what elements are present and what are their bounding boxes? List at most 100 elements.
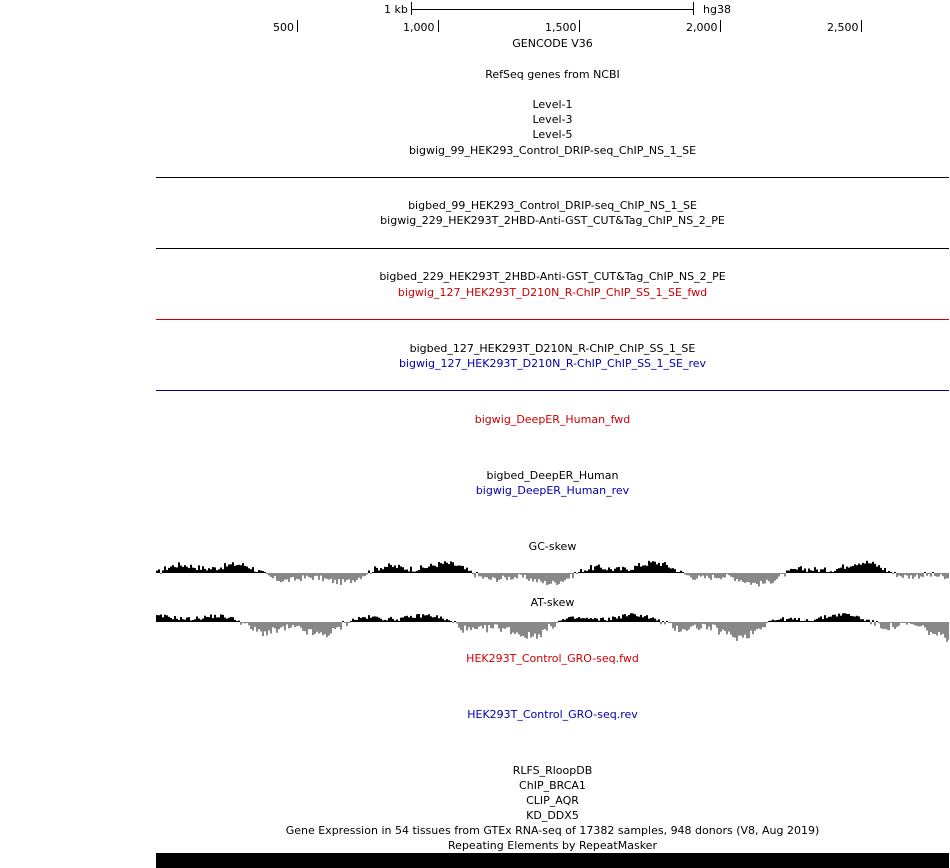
skew-bar <box>666 565 668 573</box>
skew-bar <box>362 617 364 622</box>
skew-bar <box>324 622 326 635</box>
track-label-bigbed127[interactable]: bigbed_127_HEK293T_D210N_R-ChIP_ChIP_SS_… <box>409 342 696 355</box>
skew-bar <box>544 622 546 630</box>
track-label-ddx5[interactable]: KD_DDX5 <box>526 809 579 822</box>
track-label-bigwig99[interactable]: bigwig_99_HEK293_Control_DRIP-seq_ChIP_N… <box>408 144 697 157</box>
track-label-gro-rev[interactable]: HEK293T_Control_GRO-seq.rev <box>467 708 638 721</box>
skew-bar <box>640 614 642 622</box>
skew-bar <box>738 573 740 582</box>
track-label-repeatmasker[interactable]: Repeating Elements by RepeatMasker <box>448 839 657 852</box>
skew-bar <box>750 573 752 585</box>
skew-bar <box>364 617 366 622</box>
skew-bar <box>754 573 756 583</box>
track-label-deeper-fwd[interactable]: bigwig_DeepER_Human_fwd <box>474 413 631 426</box>
skew-bar <box>460 565 462 573</box>
skew-bar <box>314 622 316 634</box>
skew-bar <box>626 616 628 622</box>
skew-bar <box>382 569 384 573</box>
skew-bar <box>814 567 816 573</box>
skew-bar <box>342 621 344 622</box>
skew-bar <box>866 619 868 622</box>
skew-bar <box>628 571 630 573</box>
track-label-bigwig127-fwd[interactable]: bigwig_127_HEK293T_D210N_R-ChIP_ChIP_SS_… <box>397 286 708 299</box>
skew-bar <box>168 616 170 622</box>
track-label-refseq[interactable]: RefSeq genes from NCBI <box>485 68 620 81</box>
skew-bar <box>158 615 160 622</box>
skew-bar <box>634 565 636 573</box>
skew-bar <box>606 570 608 573</box>
skew-bar <box>912 622 914 625</box>
skew-bar <box>894 572 896 573</box>
skew-bar <box>872 561 874 573</box>
track-label-brca1[interactable]: ChIP_BRCA1 <box>519 779 586 792</box>
skew-bar <box>778 573 780 577</box>
skew-bar <box>556 573 558 585</box>
skew-bar <box>196 616 198 622</box>
skew-bar <box>362 573 364 577</box>
track-label-bigwig127-rev[interactable]: bigwig_127_HEK293T_D210N_R-ChIP_ChIP_SS_… <box>398 357 707 370</box>
skew-bar <box>462 565 464 573</box>
skew-bar <box>484 622 486 625</box>
skew-bar <box>690 622 692 627</box>
skew-bar <box>832 572 834 573</box>
skew-bar <box>214 614 216 622</box>
skew-bar <box>662 621 664 622</box>
track-label-at-skew[interactable]: AT-skew <box>530 596 575 609</box>
track-label-bigwig229[interactable]: bigwig_229_HEK293T_2HBD-Anti-GST_CUT&Tag… <box>380 214 725 227</box>
track-label-bigbed229[interactable]: bigbed_229_HEK293T_2HBD-Anti-GST_CUT&Tag… <box>379 270 726 283</box>
skew-bar <box>652 617 654 622</box>
skew-bar <box>896 573 898 578</box>
skew-bar <box>166 615 168 622</box>
ruler-tick-label: 2,500 <box>827 21 859 34</box>
skew-bar <box>574 572 576 573</box>
skew-bar <box>506 622 508 628</box>
skew-bar <box>722 573 724 578</box>
skew-bar <box>540 573 542 582</box>
track-label-gc-skew[interactable]: GC-skew <box>528 540 577 553</box>
skew-bar <box>330 573 332 579</box>
track-label-gencode[interactable]: GENCODE V36 <box>512 37 593 50</box>
skew-bar <box>252 622 254 631</box>
skew-bar <box>204 615 206 622</box>
track-label-gro-fwd[interactable]: HEK293T_Control_GRO-seq.fwd <box>466 652 639 665</box>
skew-bar <box>320 573 322 576</box>
track-label-deeper-bed[interactable]: bigbed_DeepER_Human <box>486 469 619 482</box>
skew-bar <box>250 569 252 573</box>
skew-bar <box>518 622 520 635</box>
skew-bar <box>454 621 456 622</box>
skew-bar <box>396 568 398 573</box>
skew-bar <box>488 622 490 625</box>
track-label-level1[interactable]: Level-1 <box>532 98 573 111</box>
skew-bar <box>916 573 918 575</box>
skew-bar <box>302 622 304 631</box>
skew-bar <box>586 570 588 573</box>
skew-bar <box>880 567 882 573</box>
skew-bar <box>184 565 186 573</box>
skew-bar <box>554 622 556 627</box>
track-label-gtex[interactable]: Gene Expression in 54 tissues from GTEx … <box>285 824 820 837</box>
skew-bar <box>838 568 840 573</box>
skew-bar <box>256 622 258 632</box>
skew-bar <box>390 616 392 622</box>
skew-bar <box>274 573 276 577</box>
skew-bar <box>182 566 184 573</box>
skew-bar <box>930 573 932 577</box>
track-label-deeper-rev[interactable]: bigwig_DeepER_Human_rev <box>475 484 630 497</box>
skew-bar <box>486 573 488 578</box>
skew-bar <box>496 622 498 625</box>
track-label-level5[interactable]: Level-5 <box>532 128 573 141</box>
skew-bar <box>692 622 694 626</box>
track-label-rlfs[interactable]: RLFS_RloopDB <box>512 764 593 777</box>
skew-bar <box>824 615 826 622</box>
skew-bar <box>682 572 684 573</box>
skew-bar <box>210 569 212 573</box>
track-label-level3[interactable]: Level-3 <box>532 113 573 126</box>
track-label-aqr[interactable]: CLIP_AQR <box>526 794 579 807</box>
track-label-bigbed99[interactable]: bigbed_99_HEK293_Control_DRIP-seq_ChIP_N… <box>408 199 697 212</box>
skew-bar <box>404 616 406 622</box>
skew-bar <box>268 622 270 631</box>
skew-bar <box>516 622 518 633</box>
skew-bar <box>612 616 614 622</box>
repeatmasker-feature-bar[interactable] <box>156 853 949 868</box>
skew-bar <box>268 573 270 576</box>
